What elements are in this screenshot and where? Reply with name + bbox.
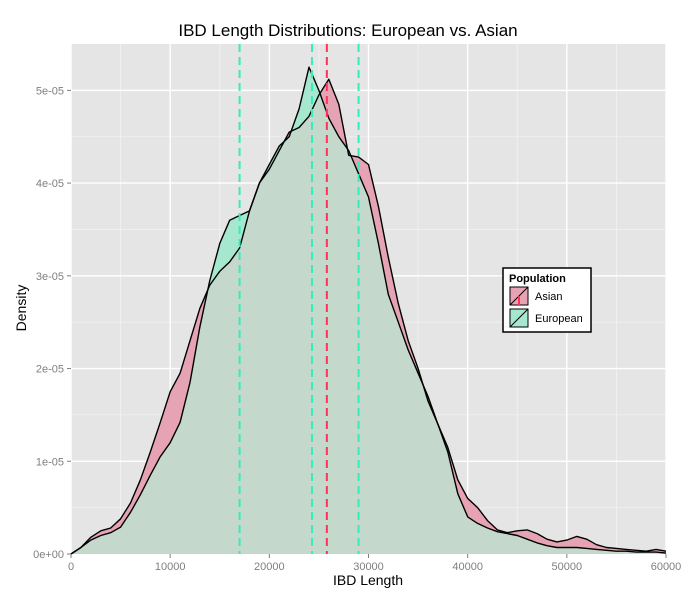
x-tick-label: 40000 <box>452 561 483 573</box>
y-axis-title: Density <box>13 285 29 332</box>
legend-label-asian: Asian <box>535 291 563 303</box>
legend-key-european-slash <box>509 308 529 328</box>
x-tick-label: 0 <box>68 561 74 573</box>
x-tick-label: 50000 <box>552 561 583 573</box>
y-tick-label: 4e-05 <box>36 178 64 190</box>
x-tick-label: 30000 <box>353 561 384 573</box>
line-european <box>70 66 667 555</box>
reference-lines <box>238 44 360 554</box>
y-tick-label: 5e-05 <box>36 85 64 97</box>
legend-title: Population <box>509 273 566 285</box>
x-axis-title: IBD Length <box>333 572 403 588</box>
density-areas <box>70 66 667 555</box>
x-tick-label: 10000 <box>155 561 186 573</box>
x-tick-label: 60000 <box>651 561 682 573</box>
line-asian <box>70 78 667 555</box>
chart-title: IBD Length Distributions: European vs. A… <box>178 21 517 40</box>
area-overlap <box>71 95 666 554</box>
axes: 0 10000 20000 30000 40000 50000 60000 0e+00 1e-0… <box>33 85 681 573</box>
y-tick-label: 3e-05 <box>36 271 64 283</box>
y-tick-label: 1e-05 <box>36 456 64 468</box>
x-tick-label: 20000 <box>254 561 285 573</box>
y-tick-label: 0e+00 <box>33 549 64 561</box>
legend-label-european: European <box>535 313 583 325</box>
legend: Population Asian European <box>502 267 592 333</box>
y-tick-label: 2e-05 <box>36 364 64 376</box>
